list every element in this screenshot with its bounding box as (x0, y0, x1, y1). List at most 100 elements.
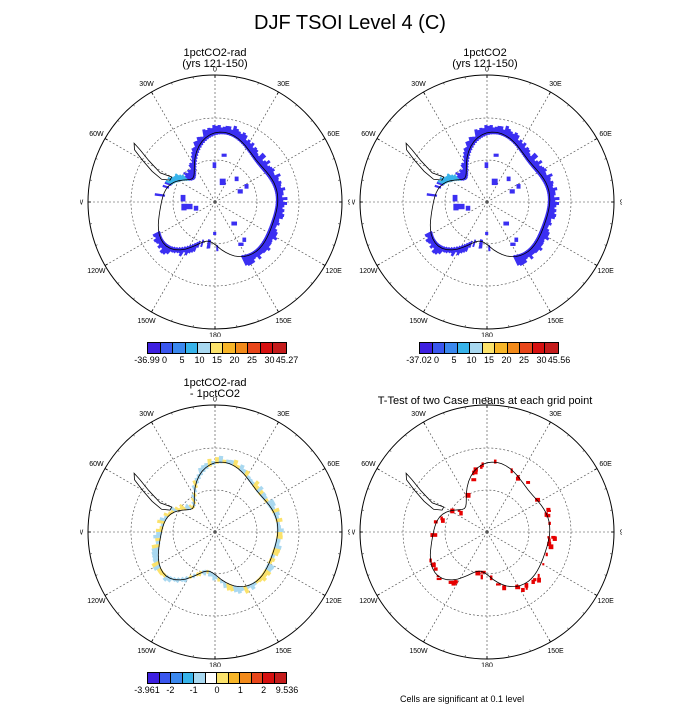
colorbar-1-swatches (147, 342, 287, 354)
colorbar-tick-label: 0 (434, 355, 439, 365)
colorbar-tick-label: 9.536 (276, 685, 299, 695)
longitude-label-150e: 150E (275, 648, 292, 655)
colorbar-tick-label: 15 (212, 355, 222, 365)
longitude-label-30e: 30E (549, 411, 562, 418)
colorbar-swatch (275, 673, 287, 683)
longitude-label-30w: 30W (139, 411, 154, 418)
colorbar-tick-label: 10 (194, 355, 204, 365)
longitude-label-60e: 60E (599, 131, 612, 138)
colorbar-tick-label: 1 (238, 685, 243, 695)
field-shading (425, 125, 560, 266)
significance-footnote: Cells are significant at 0.1 level (400, 694, 524, 704)
colorbar-tick-label: 5 (451, 355, 456, 365)
colorbar-tick-label: 15 (484, 355, 494, 365)
colorbar-swatch (161, 343, 174, 353)
figure-title: DJF TSOI Level 4 (C) (0, 12, 700, 35)
colorbar-swatch (458, 343, 471, 353)
longitude-label-0: 0 (213, 67, 217, 74)
polar-map-panel-2: 030E60E90E120E150E180150W120W90W60W30W (352, 67, 622, 337)
longitude-label-150e: 150E (547, 648, 564, 655)
longitude-label-150w: 150W (409, 318, 428, 325)
colorbar-2-swatches (419, 342, 559, 354)
meridian-line (487, 469, 597, 533)
longitude-label-30w: 30W (411, 81, 426, 88)
longitude-label-60w: 60W (89, 131, 104, 138)
colorbar-tick-label: -37.02 (406, 355, 432, 365)
longitude-label-30e: 30E (277, 411, 290, 418)
meridian-line (424, 92, 488, 202)
field-shading (153, 125, 288, 266)
longitude-label-180: 180 (481, 663, 493, 668)
colorbar-swatch (240, 673, 252, 683)
longitude-label-30w: 30W (139, 81, 154, 88)
colorbar-swatch (433, 343, 446, 353)
longitude-label-90e: 90E (620, 200, 622, 207)
polar-map-panel-1: 030E60E90E120E150E180150W120W90W60W30W (80, 67, 350, 337)
meridian-line (152, 532, 216, 642)
colorbar-swatch (186, 343, 199, 353)
colorbar-swatch (420, 343, 433, 353)
colorbar-tick-label: -1 (190, 685, 198, 695)
colorbar-swatch (508, 343, 521, 353)
peninsula-coastline (134, 143, 172, 180)
longitude-label-180: 180 (209, 333, 221, 338)
meridian-line (424, 202, 488, 312)
colorbar-tick-label: 20 (501, 355, 511, 365)
longitude-label-0: 0 (213, 397, 217, 404)
longitude-label-60e: 60E (599, 461, 612, 468)
colorbar-swatch (495, 343, 508, 353)
colorbar-swatch (229, 673, 241, 683)
meridian-line (424, 532, 488, 642)
longitude-label-180: 180 (481, 333, 493, 338)
colorbar-tick-label: 0 (214, 685, 219, 695)
polar-map-panel-3: 030E60E90E120E150E180150W120W90W60W30W (80, 397, 350, 667)
longitude-label-150w: 150W (409, 648, 428, 655)
colorbar-swatch (211, 343, 224, 353)
field-shading (429, 460, 556, 592)
longitude-label-150e: 150E (275, 318, 292, 325)
map-svg: 030E60E90E120E150E180150W120W90W60W30W (352, 67, 622, 337)
longitude-label-90w: 90W (352, 200, 356, 207)
longitude-label-150w: 150W (137, 318, 156, 325)
colorbar-tick-label: 30 (536, 355, 546, 365)
colorbar-tick-label: 10 (466, 355, 476, 365)
meridian-line (152, 422, 216, 532)
colorbar-tick-label: 20 (229, 355, 239, 365)
colorbar-swatch (183, 673, 195, 683)
longitude-label-30e: 30E (549, 81, 562, 88)
colorbar-swatch (217, 673, 229, 683)
coastline (158, 462, 277, 586)
longitude-label-90e: 90E (348, 200, 350, 207)
colorbar-swatch (533, 343, 546, 353)
colorbar-swatch (273, 343, 286, 353)
longitude-label-60w: 60W (89, 461, 104, 468)
colorbar-swatch (236, 343, 249, 353)
colorbar-tick-label: 25 (247, 355, 257, 365)
colorbar-swatch (194, 673, 206, 683)
longitude-label-120e: 120E (325, 598, 342, 605)
longitude-label-30w: 30W (411, 411, 426, 418)
peninsula-coastline (134, 473, 172, 510)
coastline (158, 132, 277, 257)
colorbar-tick-label: -3.961 (134, 685, 160, 695)
meridian-line (424, 422, 488, 532)
coastline (430, 132, 550, 257)
colorbar-swatch (252, 673, 264, 683)
longitude-label-30e: 30E (277, 81, 290, 88)
longitude-label-120w: 120W (359, 598, 378, 605)
longitude-label-120w: 120W (359, 268, 378, 275)
colorbar-tick-label: 30 (264, 355, 274, 365)
colorbar-swatch (261, 343, 274, 353)
colorbar-tick-label: -36.99 (134, 355, 160, 365)
colorbar-swatch (520, 343, 533, 353)
colorbar-swatch (445, 343, 458, 353)
colorbar-tick-label: -2 (166, 685, 174, 695)
longitude-label-60e: 60E (327, 131, 340, 138)
map-svg: 030E60E90E120E150E180150W120W90W60W30W (80, 397, 350, 667)
meridian-line (152, 202, 216, 312)
